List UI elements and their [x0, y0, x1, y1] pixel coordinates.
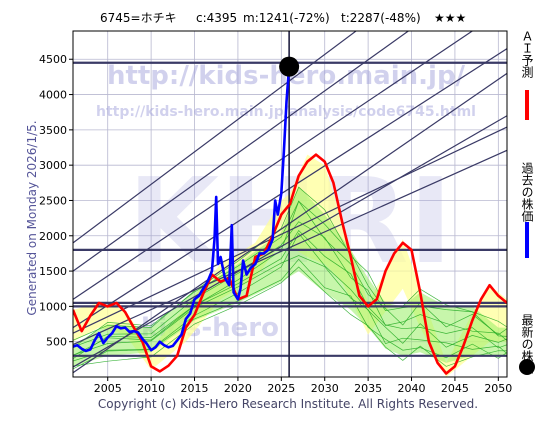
header-stars: ★★★: [434, 11, 466, 25]
trend-line: [73, 31, 410, 272]
legend-label: 過去の株価: [520, 162, 534, 222]
scenario-line: [73, 232, 507, 362]
header-min: m:1241(-72%): [243, 11, 330, 25]
copyright-footer: Copyright (c) Kids-Hero Research Institu…: [98, 397, 478, 411]
x-tick-label: 2020: [224, 382, 252, 395]
y-tick-label: 3000: [39, 159, 67, 172]
generated-date-label: Generated on Monday 2026/1/5.: [25, 120, 39, 315]
scenario-line: [73, 255, 507, 356]
y-tick-label: 1500: [39, 265, 67, 278]
x-tick-label: 2050: [484, 382, 512, 395]
legend-label: ＡＩ予測: [520, 30, 534, 79]
header-code-name: 6745=ホチキ: [100, 11, 177, 25]
latest-price-dot: [279, 56, 300, 77]
legend-label: 最新の株価: [520, 314, 534, 374]
y-tick-label: 2500: [39, 194, 67, 207]
scenario-line: [73, 200, 507, 356]
plot-frame: [72, 30, 508, 378]
y-tick-label: 4500: [39, 53, 67, 66]
x-tick-label: 2045: [441, 382, 469, 395]
trend-line: [73, 126, 507, 334]
x-tick-label: 2010: [137, 382, 165, 395]
x-tick-label: 2005: [94, 382, 122, 395]
plot-area: KHRIhttp://kids-hero.main.jp/http://kids…: [39, 30, 512, 395]
y-tick-label: 1000: [39, 300, 67, 313]
scenario-line: [73, 258, 507, 370]
trend-line: [73, 115, 507, 368]
plot-inner: KHRIhttp://kids-hero.main.jp/http://kids…: [73, 31, 507, 377]
x-tick-label: 2035: [354, 382, 382, 395]
y-tick-label: 500: [46, 336, 67, 349]
x-tick-label: 2015: [181, 382, 209, 395]
y-tick-label: 4000: [39, 89, 67, 102]
trend-line: [73, 149, 507, 346]
x-tick-label: 2040: [398, 382, 426, 395]
x-tick-label: 2030: [311, 382, 339, 395]
scenario-band: [73, 186, 507, 367]
header-close: c:4395: [196, 11, 237, 25]
trend-line: [73, 72, 507, 374]
y-tick-label: 2000: [39, 230, 67, 243]
scenario-line: [73, 221, 507, 348]
forecast-line: [73, 153, 507, 375]
x-tick-label: 2025: [267, 382, 295, 395]
price-line: [73, 66, 291, 353]
scenario-line: [73, 229, 507, 359]
trend-line: [73, 31, 358, 244]
header-target: t:2287(-48%): [341, 11, 421, 25]
trend-line: [73, 48, 507, 329]
y-tick-label: 3500: [39, 124, 67, 137]
legend-swatch-dot: [519, 359, 535, 375]
